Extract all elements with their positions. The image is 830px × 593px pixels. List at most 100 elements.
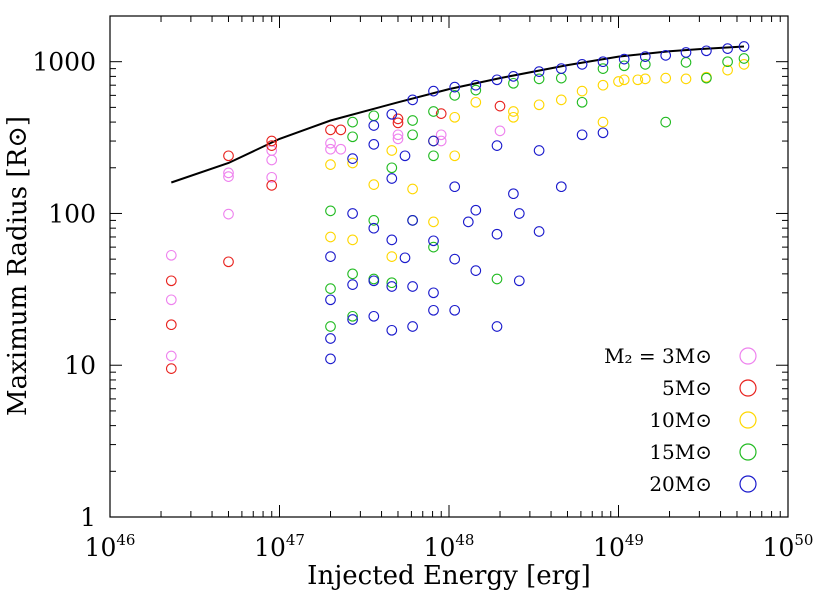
data-point xyxy=(428,241,439,253)
data-point xyxy=(449,90,461,101)
data-point xyxy=(738,41,750,52)
data-point xyxy=(325,321,336,332)
data-point xyxy=(407,215,418,226)
data-point xyxy=(223,208,234,220)
data-point xyxy=(165,363,177,374)
data-point xyxy=(597,116,609,128)
data-point xyxy=(386,173,398,184)
data-point xyxy=(347,131,358,143)
data-point xyxy=(386,145,398,156)
data-point xyxy=(325,137,336,149)
data-point xyxy=(738,53,750,64)
data-point xyxy=(470,265,482,276)
data-point xyxy=(223,256,234,268)
data-point xyxy=(680,47,692,58)
data-point xyxy=(368,215,380,226)
data-point xyxy=(407,321,418,332)
data-point xyxy=(491,321,503,332)
data-point xyxy=(386,108,398,120)
y-axis-title: Maximum Radius [R⊙] xyxy=(3,116,33,416)
data-point xyxy=(347,314,358,325)
data-point xyxy=(491,273,503,285)
data-point xyxy=(576,59,588,70)
x-tick-label: 1047 xyxy=(254,531,305,562)
data-point xyxy=(266,140,278,151)
data-point xyxy=(223,171,234,182)
data-point xyxy=(266,180,278,191)
data-point xyxy=(347,208,358,219)
data-point xyxy=(392,129,404,141)
data-point xyxy=(470,204,482,216)
data-point xyxy=(165,319,177,331)
legend: M₂ = 3M⊙ 5M⊙ 10M⊙ 15M⊙ 20M⊙ xyxy=(604,344,757,496)
x-tick-label: 1048 xyxy=(424,531,475,562)
data-point xyxy=(407,94,418,106)
x-tick-label: 1046 xyxy=(85,531,136,562)
data-point xyxy=(399,252,411,264)
data-point xyxy=(639,51,651,62)
data-point xyxy=(508,106,519,117)
data-point xyxy=(508,111,519,123)
data-points xyxy=(165,41,750,374)
data-point xyxy=(335,124,347,136)
data-point xyxy=(407,129,418,141)
data-point xyxy=(407,115,418,126)
data-point xyxy=(597,127,609,139)
tick-labels: 1046 1047 1048 1049 1050 1 10 100 1000 xyxy=(32,48,813,562)
data-point xyxy=(266,135,278,147)
data-point xyxy=(462,216,474,228)
data-point xyxy=(392,133,404,145)
data-point xyxy=(435,135,447,147)
data-point xyxy=(618,53,630,65)
data-point xyxy=(722,56,733,68)
data-point xyxy=(223,167,234,179)
data-point xyxy=(555,181,567,193)
data-point xyxy=(701,72,712,84)
data-point xyxy=(618,74,630,86)
data-point xyxy=(449,150,461,162)
data-point xyxy=(325,283,336,294)
data-point xyxy=(335,143,347,155)
data-point xyxy=(428,85,439,97)
data-point xyxy=(428,216,439,228)
data-point xyxy=(386,324,398,336)
data-point xyxy=(223,150,234,162)
data-point xyxy=(428,235,439,247)
data-point xyxy=(533,99,545,111)
data-point xyxy=(347,268,358,280)
data-point xyxy=(470,79,482,91)
legend-marker xyxy=(739,347,757,365)
data-point xyxy=(680,73,692,85)
data-point xyxy=(660,50,672,61)
axis-ticks xyxy=(109,15,789,518)
data-point xyxy=(576,129,588,141)
x-tick-label: 1050 xyxy=(763,531,814,562)
model-curve xyxy=(170,45,745,184)
data-point xyxy=(428,150,439,162)
data-point xyxy=(325,205,336,217)
y-tick-label: 1000 xyxy=(32,48,96,77)
legend-label: 20M⊙ xyxy=(649,472,712,496)
data-point xyxy=(533,226,545,237)
data-point xyxy=(428,304,439,316)
data-point xyxy=(449,111,461,123)
data-point xyxy=(722,64,733,76)
data-point xyxy=(533,73,545,85)
data-point xyxy=(266,171,278,183)
data-point xyxy=(325,231,336,243)
data-point xyxy=(491,74,503,86)
legend-label: 10M⊙ xyxy=(649,408,712,432)
data-point xyxy=(513,275,525,287)
data-point xyxy=(470,84,482,96)
data-point xyxy=(325,294,336,306)
data-point xyxy=(449,181,461,193)
y-tick-label: 100 xyxy=(48,199,96,228)
data-point xyxy=(386,162,398,174)
data-point xyxy=(347,153,358,164)
data-point xyxy=(386,234,398,246)
data-point xyxy=(470,96,482,108)
data-point xyxy=(639,59,651,70)
data-point xyxy=(533,145,545,156)
data-point xyxy=(266,154,278,166)
data-point xyxy=(597,56,609,68)
